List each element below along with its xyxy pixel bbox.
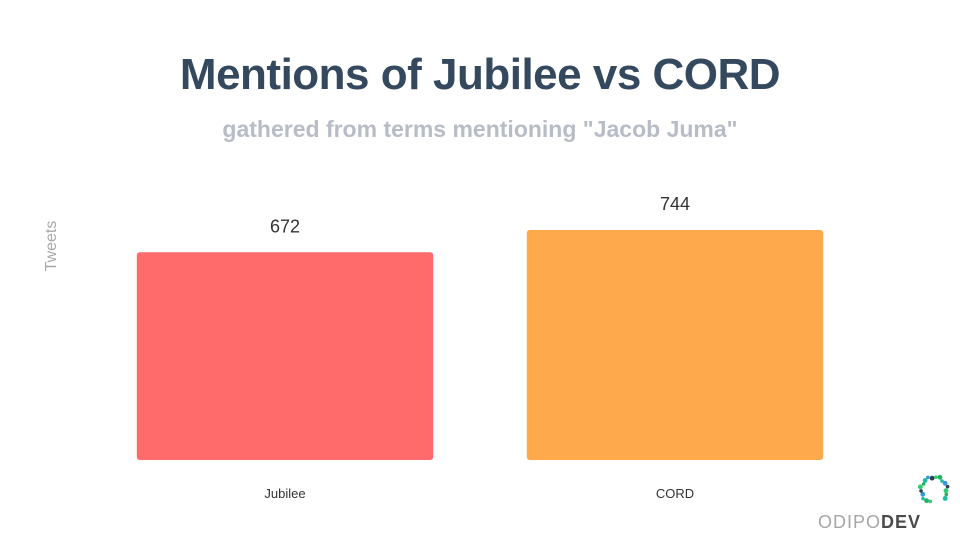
logo-dot — [920, 491, 926, 497]
category-label-cord: CORD — [656, 486, 694, 501]
logo-dot — [942, 496, 948, 501]
data-label-cord: 744 — [660, 194, 690, 214]
chart-subtitle: gathered from terms mentioning "Jacob Ju… — [222, 116, 738, 142]
logo-dot — [921, 482, 926, 486]
logo-dot — [928, 499, 933, 504]
bar-cord — [526, 230, 824, 460]
logo-wordmark: ODIPODEV — [818, 512, 921, 533]
logo-dot — [944, 492, 949, 497]
logo-dot — [937, 474, 943, 480]
logo-dot — [934, 475, 938, 479]
logo-suffix: DEV — [881, 512, 922, 532]
logo-mark-icon — [917, 474, 950, 504]
y-axis-label: Tweets — [43, 221, 60, 272]
logo-dot — [919, 489, 923, 493]
bar-jubilee — [136, 252, 434, 460]
logo-dot — [940, 479, 944, 483]
category-label-jubilee: Jubilee — [264, 486, 305, 501]
chart-title: Mentions of Jubilee vs CORD — [179, 50, 781, 99]
logo-dot — [943, 488, 949, 494]
logo-dot — [929, 475, 935, 481]
logo-dot — [945, 484, 950, 489]
logo-dot — [921, 496, 925, 501]
logo-dot — [917, 484, 923, 490]
data-label-jubilee: 672 — [270, 216, 300, 236]
logo-dot — [922, 478, 928, 483]
logo-dot — [926, 475, 930, 480]
logo-prefix: ODIPO — [818, 512, 882, 532]
logo-dot — [924, 498, 929, 504]
logo-dot — [942, 480, 948, 486]
brand-logo: ODIPODEV — [818, 470, 950, 533]
